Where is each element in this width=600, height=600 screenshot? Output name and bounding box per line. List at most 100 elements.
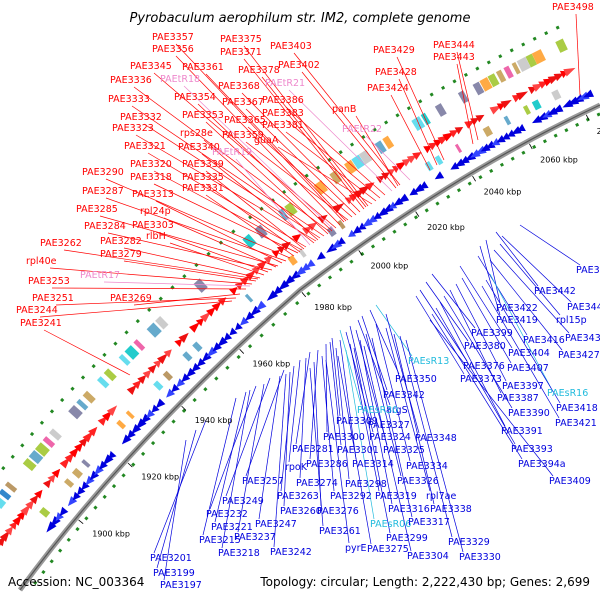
gene-label: PAE3261 — [319, 526, 361, 537]
gene-label: PAE3247 — [255, 519, 297, 530]
gene-label: PAE3376 — [463, 361, 505, 372]
forward-gene-arrow — [9, 521, 17, 530]
label-leader-line — [103, 281, 251, 287]
forward-gene-arrow — [271, 250, 280, 258]
forward-gene-arrow — [563, 67, 576, 77]
gene-label: PAE3260 — [280, 506, 322, 517]
gc-tick — [542, 139, 547, 144]
forward-gene-arrow — [126, 384, 137, 395]
feature-block — [71, 467, 83, 479]
gc-tick — [29, 431, 35, 437]
gc-tick — [113, 341, 118, 346]
reverse-gene-arrow — [273, 285, 283, 295]
gene-label: PAE3338 — [430, 504, 472, 515]
gene-label: PAEtR17 — [80, 270, 120, 281]
feature-block — [182, 351, 193, 362]
label-leader-line — [197, 103, 333, 232]
gene-label: PAE3403 — [270, 41, 312, 52]
reverse-gene-arrow — [583, 89, 595, 98]
forward-gene-arrow — [0, 530, 10, 542]
gene-label: PAE3498 — [552, 2, 594, 13]
label-leader-line — [443, 295, 513, 409]
label-leader-line — [461, 277, 512, 364]
reverse-gene-arrow — [542, 109, 553, 118]
position-tick-label: 1920 kbp — [141, 473, 179, 482]
reverse-gene-arrow — [171, 383, 180, 393]
forward-gene-arrow — [449, 130, 459, 138]
gc-tick — [102, 494, 107, 499]
gc-tick — [49, 409, 55, 414]
gc-tick — [214, 376, 219, 381]
gc-tick — [271, 322, 276, 327]
gene-label: argS — [386, 405, 408, 416]
label-leader-line — [203, 139, 319, 241]
forward-gene-arrow — [142, 369, 152, 379]
feature-block — [96, 376, 110, 389]
gc-tick — [124, 330, 129, 335]
gene-label: PAE3428 — [375, 67, 417, 78]
accession-label: Accession: NC_003364 — [8, 575, 144, 589]
gc-tick — [135, 318, 140, 324]
label-leader-line — [155, 231, 269, 273]
gc-tick — [33, 580, 38, 585]
forward-gene-arrow — [428, 142, 438, 151]
reverse-gene-arrow — [460, 155, 470, 164]
label-leader-line — [55, 297, 237, 306]
position-tick — [239, 348, 245, 354]
reverse-gene-arrow — [235, 322, 243, 331]
gc-tick — [532, 144, 537, 149]
forward-gene-arrow — [470, 117, 480, 126]
label-leader-line — [175, 43, 345, 223]
forward-gene-arrow — [412, 152, 422, 161]
feature-block — [34, 442, 50, 457]
gc-tick — [60, 397, 65, 403]
gene-label: PAE3309 — [336, 416, 378, 427]
gc-tick — [452, 79, 457, 84]
position-tick-label: 2020 kbp — [427, 223, 465, 232]
label-leader-line — [425, 281, 469, 342]
gc-tick — [596, 112, 600, 117]
label-leader-line — [429, 319, 554, 477]
reverse-gene-arrow — [127, 429, 136, 439]
gc-tick — [489, 168, 494, 173]
feature-block — [124, 345, 140, 360]
gc-tick — [486, 60, 491, 65]
feature-block — [420, 112, 431, 126]
position-tick-label: 2000 kbp — [371, 262, 409, 271]
feature-block — [125, 410, 135, 420]
label-leader-line — [345, 331, 374, 433]
label-leaders — [39, 13, 581, 581]
gene-label: PAE3331 — [182, 183, 224, 194]
gene-label: PAEtR19 — [212, 147, 252, 158]
gene-label: PAE3357 — [152, 32, 194, 43]
reverse-gene-arrow — [517, 123, 526, 131]
reverse-gene-arrow — [450, 161, 460, 170]
label-leader-line — [363, 345, 412, 552]
label-leader-line — [339, 329, 362, 406]
gene-label: PAE3334 — [406, 461, 448, 472]
label-leader-line — [39, 300, 233, 318]
gene-label: PAE3397 — [502, 381, 544, 392]
label-leader-line — [301, 71, 397, 189]
feature-block — [298, 248, 307, 258]
gc-tick — [203, 387, 208, 392]
feature-block — [551, 89, 562, 101]
reverse-gene-arrow — [419, 181, 429, 189]
gene-label: PAE3419 — [496, 315, 538, 326]
forward-gene-arrow — [51, 468, 61, 478]
feature-block — [42, 436, 56, 448]
feature-block — [434, 103, 447, 117]
forward-gene-arrow — [132, 380, 142, 390]
reverse-gene-arrow — [197, 357, 206, 367]
gene-label: PAE3279 — [100, 249, 142, 260]
reverse-gene-arrow — [397, 193, 410, 203]
reverse-gene-arrow — [46, 521, 57, 533]
feature-block — [531, 49, 546, 65]
forward-gene-arrow — [147, 364, 157, 374]
gc-tick — [84, 516, 89, 521]
topology-label: Topology: circular; Length: 2,222,430 bp… — [259, 575, 590, 589]
feature-block — [351, 154, 366, 170]
reverse-gene-arrow — [572, 94, 585, 103]
label-leader-line — [321, 355, 335, 492]
